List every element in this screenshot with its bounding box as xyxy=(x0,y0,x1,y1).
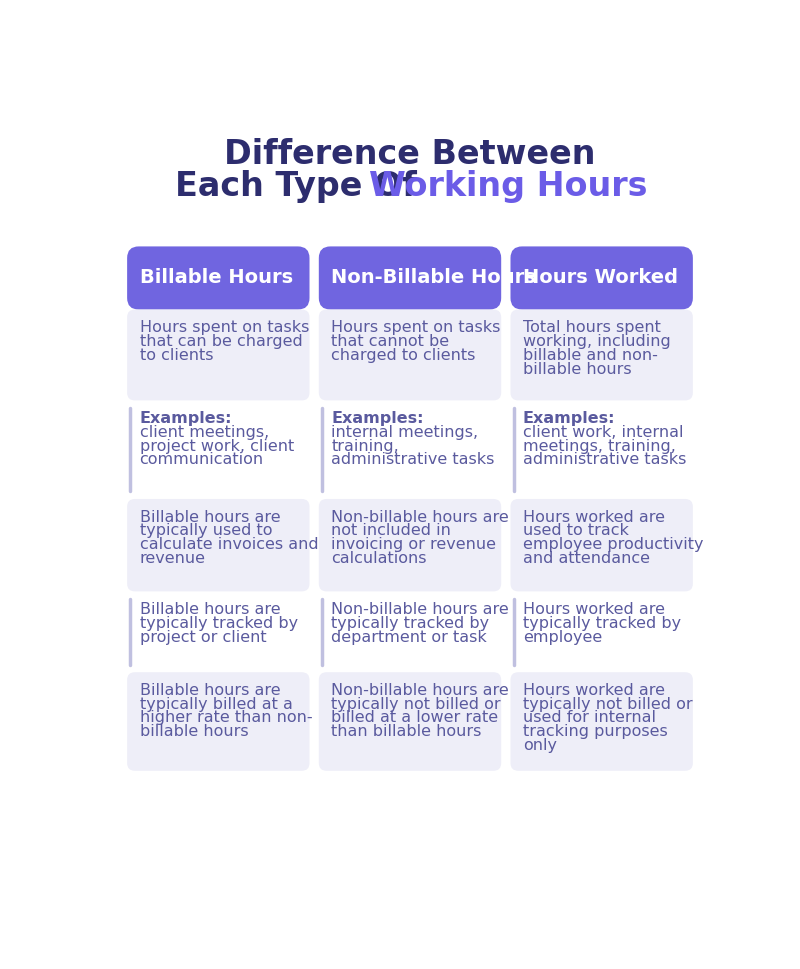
FancyBboxPatch shape xyxy=(510,309,693,400)
FancyBboxPatch shape xyxy=(510,246,693,309)
FancyBboxPatch shape xyxy=(319,499,501,591)
FancyBboxPatch shape xyxy=(127,672,310,770)
FancyBboxPatch shape xyxy=(319,246,501,309)
Text: project or client: project or client xyxy=(139,630,266,644)
Text: billable hours: billable hours xyxy=(139,724,248,739)
Text: Billable hours are: Billable hours are xyxy=(139,510,280,525)
Text: calculate invoices and: calculate invoices and xyxy=(139,537,318,552)
Text: Non-Billable Hours: Non-Billable Hours xyxy=(331,268,536,288)
Text: typically not billed or: typically not billed or xyxy=(331,697,501,711)
Text: than billable hours: than billable hours xyxy=(331,724,482,739)
Text: billed at a lower rate: billed at a lower rate xyxy=(331,710,498,726)
Text: Total hours spent: Total hours spent xyxy=(523,321,661,335)
Text: billable and non-: billable and non- xyxy=(523,348,658,362)
Text: Hours spent on tasks: Hours spent on tasks xyxy=(139,321,309,335)
Text: revenue: revenue xyxy=(139,551,206,566)
Text: Billable hours are: Billable hours are xyxy=(139,602,280,617)
Text: only: only xyxy=(523,738,557,753)
Text: Examples:: Examples: xyxy=(331,411,424,426)
Text: not included in: not included in xyxy=(331,523,451,539)
Text: typically not billed or: typically not billed or xyxy=(523,697,693,711)
Text: used to track: used to track xyxy=(523,523,629,539)
Text: client work, internal: client work, internal xyxy=(523,425,683,440)
Text: typically tracked by: typically tracked by xyxy=(139,616,298,631)
Text: Hours worked are: Hours worked are xyxy=(523,683,665,698)
Text: administrative tasks: administrative tasks xyxy=(331,453,494,467)
Text: Hours Worked: Hours Worked xyxy=(523,268,678,288)
FancyBboxPatch shape xyxy=(127,246,310,309)
FancyBboxPatch shape xyxy=(510,672,693,770)
Text: administrative tasks: administrative tasks xyxy=(523,453,686,467)
Text: employee productivity: employee productivity xyxy=(523,537,703,552)
Text: typically billed at a: typically billed at a xyxy=(139,697,293,711)
Text: invoicing or revenue: invoicing or revenue xyxy=(331,537,496,552)
Text: typically tracked by: typically tracked by xyxy=(331,616,490,631)
Text: project work, client: project work, client xyxy=(139,439,294,453)
Text: Billable hours are: Billable hours are xyxy=(139,683,280,698)
Text: that cannot be: that cannot be xyxy=(331,334,450,349)
Text: that can be charged: that can be charged xyxy=(139,334,302,349)
FancyBboxPatch shape xyxy=(127,499,310,591)
Text: billable hours: billable hours xyxy=(523,361,631,377)
Text: working, including: working, including xyxy=(523,334,670,349)
Text: internal meetings,: internal meetings, xyxy=(331,425,478,440)
FancyBboxPatch shape xyxy=(319,309,501,400)
Text: Examples:: Examples: xyxy=(139,411,232,426)
Text: tracking purposes: tracking purposes xyxy=(523,724,668,739)
FancyBboxPatch shape xyxy=(510,499,693,591)
Text: client meetings,: client meetings, xyxy=(139,425,269,440)
Text: Difference Between: Difference Between xyxy=(224,138,596,171)
Text: Hours worked are: Hours worked are xyxy=(523,602,665,617)
Text: Working Hours: Working Hours xyxy=(369,170,647,203)
Text: typically tracked by: typically tracked by xyxy=(523,616,681,631)
Text: used for internal: used for internal xyxy=(523,710,656,726)
Text: Each Type Of: Each Type Of xyxy=(175,170,429,203)
Text: typically used to: typically used to xyxy=(139,523,272,539)
Text: to clients: to clients xyxy=(139,348,213,362)
Text: Non-billable hours are: Non-billable hours are xyxy=(331,683,509,698)
Text: Examples:: Examples: xyxy=(523,411,615,426)
Text: training,: training, xyxy=(331,439,399,453)
Text: calculations: calculations xyxy=(331,551,426,566)
Text: Billable Hours: Billable Hours xyxy=(139,268,293,288)
Text: charged to clients: charged to clients xyxy=(331,348,475,362)
Text: department or task: department or task xyxy=(331,630,487,644)
Text: Hours worked are: Hours worked are xyxy=(523,510,665,525)
Text: meetings, training,: meetings, training, xyxy=(523,439,676,453)
Text: communication: communication xyxy=(139,453,264,467)
Text: Non-billable hours are: Non-billable hours are xyxy=(331,510,509,525)
Text: Non-billable hours are: Non-billable hours are xyxy=(331,602,509,617)
Text: higher rate than non-: higher rate than non- xyxy=(139,710,312,726)
FancyBboxPatch shape xyxy=(319,672,501,770)
Text: and attendance: and attendance xyxy=(523,551,650,566)
Text: employee: employee xyxy=(523,630,602,644)
Text: Hours spent on tasks: Hours spent on tasks xyxy=(331,321,501,335)
FancyBboxPatch shape xyxy=(127,309,310,400)
